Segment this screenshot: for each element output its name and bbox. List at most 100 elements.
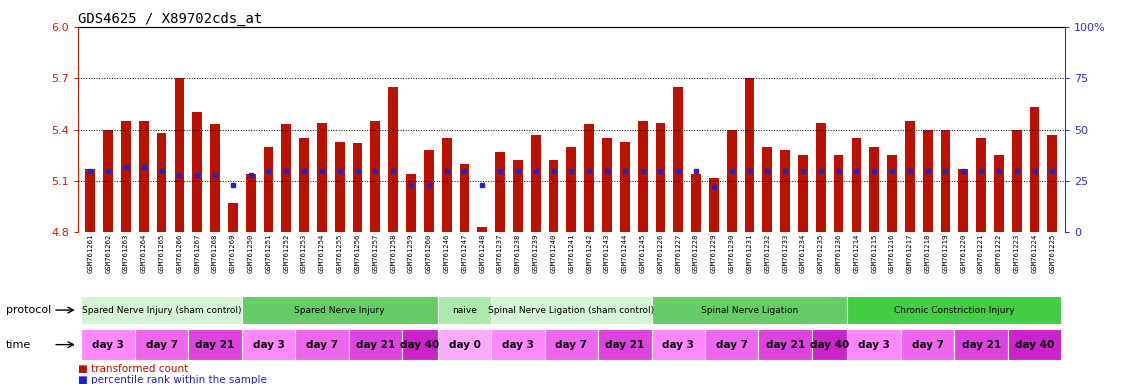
Bar	[531, 135, 540, 232]
Bar	[977, 138, 986, 232]
Text: day 21: day 21	[962, 339, 1001, 350]
Bar	[157, 133, 166, 232]
Text: day 3: day 3	[662, 339, 694, 350]
Bar	[652, 329, 705, 360]
Bar	[1012, 129, 1021, 232]
Bar	[887, 155, 897, 232]
Text: day 21: day 21	[606, 339, 645, 350]
Text: GSM761226: GSM761226	[657, 233, 663, 273]
Bar	[242, 296, 437, 324]
Text: naive: naive	[452, 306, 477, 314]
Bar	[619, 142, 630, 232]
Text: GSM761224: GSM761224	[1032, 233, 1037, 273]
Bar	[263, 147, 274, 232]
Bar	[103, 129, 113, 232]
Bar	[602, 138, 611, 232]
Text: day 21: day 21	[196, 339, 235, 350]
Text: day 3: day 3	[253, 339, 284, 350]
Bar	[406, 174, 416, 232]
Bar	[692, 174, 701, 232]
Bar	[834, 155, 844, 232]
Text: GSM761230: GSM761230	[728, 233, 735, 273]
Text: GSM761267: GSM761267	[195, 233, 200, 273]
Text: protocol: protocol	[6, 305, 52, 315]
Bar	[295, 329, 349, 360]
Bar	[598, 329, 652, 360]
Bar	[491, 296, 652, 324]
Text: GSM761223: GSM761223	[1013, 233, 1020, 273]
Bar	[86, 169, 95, 232]
Bar	[709, 177, 719, 232]
Bar	[812, 329, 847, 360]
Text: GSM761254: GSM761254	[319, 233, 325, 273]
Text: GSM761244: GSM761244	[622, 233, 627, 273]
Text: GSM761268: GSM761268	[212, 233, 218, 273]
Bar	[437, 329, 491, 360]
Text: GSM761235: GSM761235	[818, 233, 823, 273]
Bar	[459, 164, 469, 232]
Text: GSM761238: GSM761238	[515, 233, 521, 273]
Text: day 21: day 21	[356, 339, 395, 350]
Text: day 40: day 40	[810, 339, 850, 350]
Bar	[495, 152, 505, 232]
Text: day 7: day 7	[145, 339, 177, 350]
Bar	[81, 329, 135, 360]
Text: GSM761246: GSM761246	[443, 233, 450, 273]
Text: GSM761247: GSM761247	[461, 233, 467, 273]
Text: day 40: day 40	[401, 339, 440, 350]
Text: day 40: day 40	[1014, 339, 1055, 350]
Text: GSM761241: GSM761241	[568, 233, 575, 273]
Text: GSM761264: GSM761264	[141, 233, 147, 273]
Text: GSM761232: GSM761232	[765, 233, 771, 273]
Text: GDS4625 / X89702cds_at: GDS4625 / X89702cds_at	[78, 12, 262, 26]
Bar	[955, 329, 1008, 360]
Bar	[211, 124, 220, 232]
Text: GSM761234: GSM761234	[800, 233, 806, 273]
Bar	[816, 123, 826, 232]
Bar	[349, 329, 402, 360]
Text: GSM761255: GSM761255	[337, 233, 342, 273]
Text: GSM761221: GSM761221	[978, 233, 984, 273]
Text: GSM761233: GSM761233	[782, 233, 788, 273]
Text: ■ percentile rank within the sample: ■ percentile rank within the sample	[78, 375, 267, 384]
Bar	[705, 329, 758, 360]
Bar	[1029, 108, 1040, 232]
Text: day 7: day 7	[555, 339, 587, 350]
Text: GSM761218: GSM761218	[925, 233, 931, 273]
Bar	[940, 129, 950, 232]
Bar	[388, 87, 398, 232]
Text: time: time	[6, 339, 31, 350]
Text: GSM761261: GSM761261	[87, 233, 94, 273]
Bar	[852, 138, 861, 232]
Bar	[442, 138, 451, 232]
Text: day 0: day 0	[449, 339, 481, 350]
Bar	[139, 121, 149, 232]
Bar	[763, 147, 772, 232]
Bar	[299, 138, 309, 232]
Bar	[656, 123, 665, 232]
Bar	[353, 143, 363, 232]
Text: GSM761215: GSM761215	[871, 233, 877, 273]
Text: GSM761258: GSM761258	[390, 233, 396, 273]
Bar	[901, 329, 955, 360]
Bar	[228, 203, 238, 232]
Text: GSM761228: GSM761228	[693, 233, 700, 273]
Text: day 3: day 3	[502, 339, 534, 350]
Bar	[869, 147, 879, 232]
Bar	[188, 329, 242, 360]
Bar	[727, 129, 736, 232]
Text: GSM761225: GSM761225	[1049, 233, 1056, 273]
Bar	[798, 155, 808, 232]
Text: day 7: day 7	[911, 339, 943, 350]
Text: day 7: day 7	[716, 339, 748, 350]
Text: day 3: day 3	[859, 339, 890, 350]
Text: GSM761253: GSM761253	[301, 233, 307, 273]
Bar	[780, 150, 790, 232]
Text: GSM761243: GSM761243	[603, 233, 610, 273]
Bar	[477, 227, 487, 232]
Text: GSM761257: GSM761257	[372, 233, 378, 273]
Bar	[317, 123, 326, 232]
Text: GSM761245: GSM761245	[640, 233, 646, 273]
Text: Spared Nerve Injury (sham control): Spared Nerve Injury (sham control)	[81, 306, 242, 314]
Bar	[246, 174, 255, 232]
